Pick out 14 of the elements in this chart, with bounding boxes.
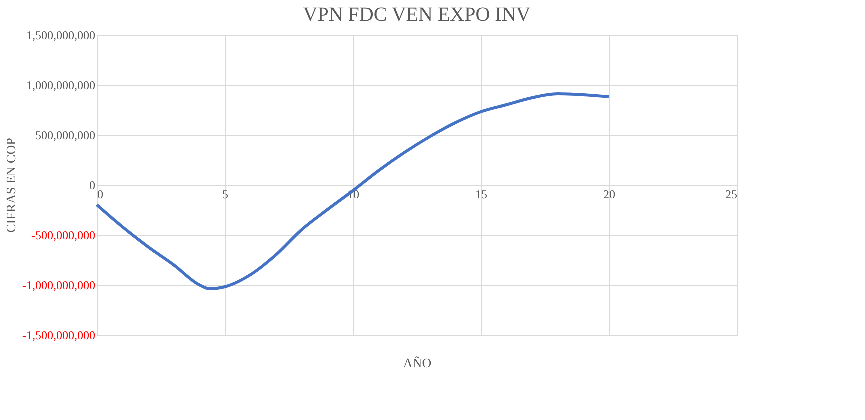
x-tick-label: 25 — [726, 188, 738, 202]
x-tick-label: 20 — [604, 188, 616, 202]
y-axis-title: CIFRAS EN COP — [4, 138, 19, 233]
y-tick-label: 500,000,000 — [36, 128, 96, 142]
x-tick-label: 5 — [222, 188, 228, 202]
y-tick-label: 0 — [90, 178, 96, 192]
chart-title: VPN FDC VEN EXPO INV — [303, 4, 532, 26]
y-tick-label: 1,000,000,000 — [26, 78, 96, 92]
y-tick-label: 1,500,000,000 — [26, 28, 96, 42]
x-axis-title: AÑO — [403, 356, 432, 370]
y-tick-label: -1,500,000,000 — [22, 328, 96, 342]
x-tick-label: 15 — [476, 188, 488, 202]
y-tick-label: -500,000,000 — [32, 228, 96, 242]
y-tick-label: -1,000,000,000 — [22, 278, 96, 292]
